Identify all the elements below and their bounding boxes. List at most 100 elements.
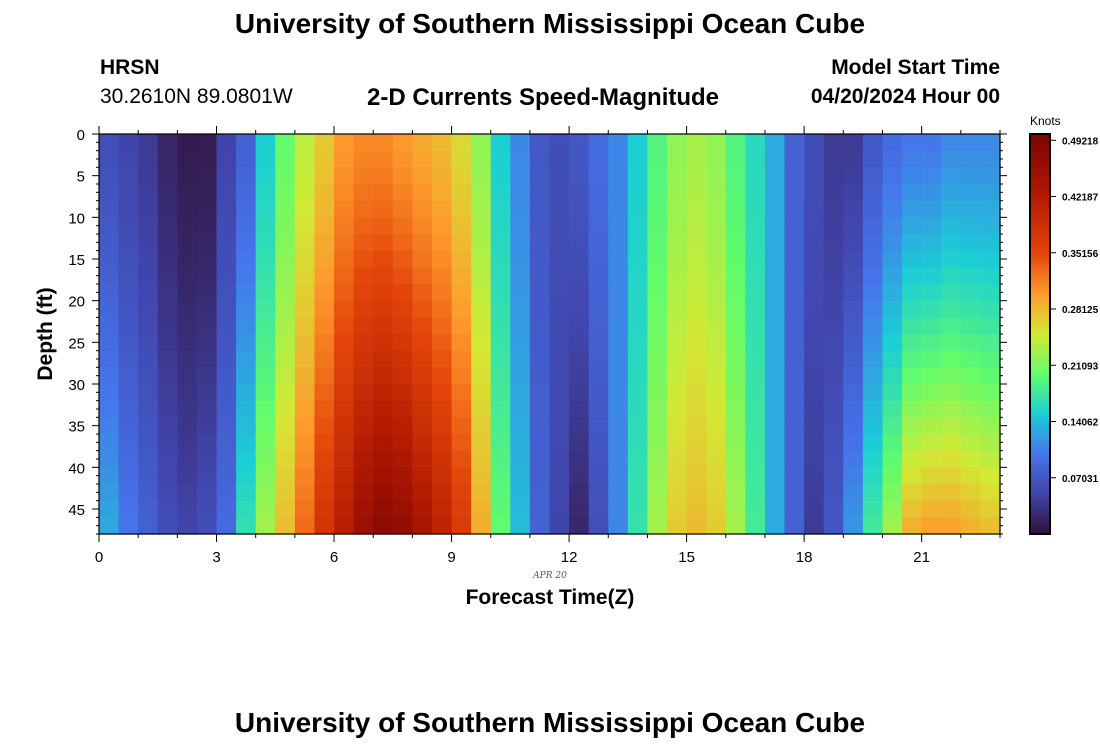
heatmap-cell: [882, 250, 903, 268]
heatmap-cell: [314, 284, 335, 302]
heatmap-cell: [529, 450, 551, 468]
heatmap-cell: [392, 400, 413, 418]
heatmap-cell: [138, 400, 159, 418]
heatmap-cell: [902, 234, 923, 252]
tick-label: 15: [68, 252, 85, 269]
heatmap-cell: [118, 350, 139, 368]
heatmap-cell: [725, 217, 746, 235]
heatmap-cell: [941, 400, 962, 418]
heatmap-cell: [745, 217, 766, 235]
heatmap-cell: [784, 417, 805, 435]
heatmap-cell: [569, 234, 590, 252]
heatmap-cell: [490, 200, 511, 218]
heatmap-cell: [627, 434, 649, 452]
heatmap-cell: [706, 484, 727, 502]
heatmap-cell: [373, 250, 394, 268]
heatmap-cell: [294, 317, 316, 335]
heatmap-cell: [980, 517, 1001, 535]
heatmap-cell: [353, 450, 374, 468]
tick-label: 12: [561, 549, 578, 566]
heatmap-cell: [236, 284, 257, 302]
heatmap-cell: [588, 317, 609, 335]
heatmap-cell: [804, 150, 825, 168]
heatmap-cell: [99, 284, 120, 302]
heatmap-cell: [412, 484, 433, 502]
heatmap-cell: [667, 517, 688, 535]
heatmap-cell: [784, 317, 805, 335]
heatmap-cell: [706, 217, 727, 235]
heatmap-cell: [216, 134, 237, 152]
heatmap-chart: 0 3 6 9 12 15 18 21 0 5 10 15 20 25 30 35 40 45 Forecast …: [34, 114, 1099, 609]
heatmap-cell: [902, 200, 923, 218]
heatmap-cell: [686, 367, 707, 385]
heatmap-cell: [549, 500, 570, 518]
heatmap-cell: [196, 417, 218, 435]
heatmap-cell: [255, 350, 276, 368]
heatmap-cell: [353, 434, 374, 452]
heatmap-cell: [882, 434, 903, 452]
heatmap-cell: [745, 500, 766, 518]
heatmap-cell: [314, 484, 335, 502]
heatmap-cell: [725, 417, 746, 435]
heatmap-cell: [725, 167, 746, 185]
heatmap-cell: [980, 467, 1001, 485]
heatmap-cell: [412, 300, 433, 318]
heatmap-cell: [118, 500, 139, 518]
heatmap-cell: [745, 150, 766, 168]
heatmap-cell: [686, 234, 707, 252]
heatmap-cell: [471, 150, 492, 168]
heatmap-cell: [647, 367, 668, 385]
heatmap-cell: [569, 200, 590, 218]
heatmap-cell: [529, 217, 551, 235]
heatmap-cell: [647, 384, 668, 402]
heatmap-cell: [216, 300, 237, 318]
tick-label: 5: [77, 169, 85, 186]
heatmap-cell: [960, 367, 982, 385]
heatmap-cell: [980, 434, 1001, 452]
heatmap-cell: [373, 484, 394, 502]
heatmap-cell: [569, 434, 590, 452]
heatmap-cell: [294, 450, 316, 468]
heatmap-cell: [118, 150, 139, 168]
heatmap-cell: [902, 484, 923, 502]
heatmap-cell: [451, 367, 472, 385]
heatmap-cell: [823, 350, 844, 368]
heatmap-cell: [843, 400, 864, 418]
heatmap-cell: [843, 384, 864, 402]
heatmap-cell: [510, 367, 531, 385]
heatmap-cell: [334, 317, 355, 335]
heatmap-cell: [902, 400, 923, 418]
heatmap-cell: [941, 167, 962, 185]
heatmap-cell: [569, 484, 590, 502]
heatmap-cell: [608, 150, 629, 168]
heatmap-cell: [745, 484, 766, 502]
heatmap-cell: [862, 200, 884, 218]
heatmap-cell: [882, 200, 903, 218]
heatmap-cell: [412, 267, 433, 285]
heatmap-cell: [451, 350, 472, 368]
heatmap-cell: [138, 234, 159, 252]
heatmap-cell: [960, 167, 982, 185]
heatmap-cell: [882, 417, 903, 435]
heatmap-cell: [745, 384, 766, 402]
heatmap-cell: [902, 467, 923, 485]
heatmap-cell: [823, 300, 844, 318]
heatmap-cell: [823, 400, 844, 418]
heatmap-cell: [686, 484, 707, 502]
heatmap-cell: [314, 334, 335, 352]
heatmap-cell: [177, 367, 198, 385]
heatmap-cell: [334, 350, 355, 368]
heatmap-cell: [745, 300, 766, 318]
heatmap-cell: [334, 334, 355, 352]
axis-tick-labels: 0 3 6 9 12 15 18 21 0 5 10 15 20 25 30 35 40 45: [68, 127, 930, 566]
heatmap-cell: [764, 517, 786, 535]
heatmap-cell: [686, 350, 707, 368]
heatmap-cell: [118, 450, 139, 468]
heatmap-cell: [255, 434, 276, 452]
heatmap-cell: [941, 384, 962, 402]
heatmap-cell: [627, 350, 649, 368]
heatmap-cell: [588, 184, 609, 202]
heatmap-cell: [196, 250, 218, 268]
heatmap-cell: [138, 250, 159, 268]
heatmap-cell: [549, 167, 570, 185]
